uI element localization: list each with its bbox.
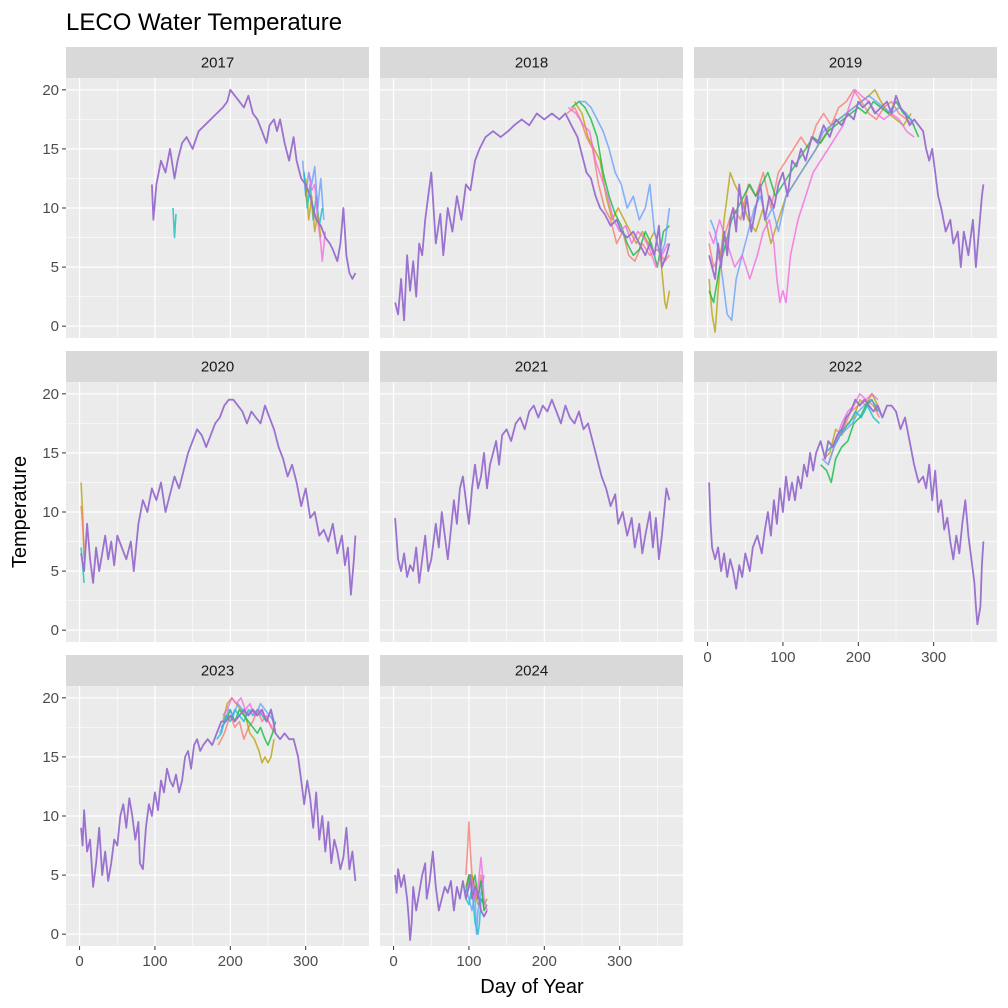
x-tick-label: 200 (846, 649, 871, 666)
y-tick-label: 10 (42, 200, 59, 217)
facet-strip (694, 47, 997, 78)
facet-strip (66, 351, 369, 382)
series-line-sensor (834, 393, 879, 442)
series-line-main (708, 398, 985, 626)
facet-strip-label: 2019 (829, 55, 862, 72)
y-tick-label: 20 (42, 386, 59, 403)
facet-panel-2018: 2018 (380, 47, 683, 338)
series-line-sensor (80, 506, 85, 548)
facet-strip-label: 2018 (515, 55, 548, 72)
y-tick-label: 20 (42, 82, 59, 99)
facet-strip (380, 47, 683, 78)
y-tick-label: 10 (42, 808, 59, 825)
x-tick-label: 100 (456, 953, 481, 970)
facet-strip (380, 655, 683, 686)
series-line-sensor (821, 398, 884, 466)
y-tick-label: 15 (42, 445, 59, 462)
facet-panel-2024: 2024 0 100 200 300 (380, 655, 683, 970)
series-line-sensor (566, 106, 671, 262)
x-tick-label: 0 (75, 953, 83, 970)
facet-panel-2021: 2021 (380, 351, 683, 642)
facet-strip-label: 2020 (201, 359, 234, 376)
x-tick-label: 300 (293, 953, 318, 970)
series-line-main (394, 398, 671, 584)
facet-panel-2020: 2020 0 5 10 15 20 (42, 351, 369, 642)
x-tick-label: 300 (607, 953, 632, 970)
facet-panel-2022: 2022 0 100 200 300 (694, 351, 997, 666)
series-line-main (80, 708, 357, 888)
x-tick-label: 100 (142, 953, 167, 970)
y-tick-label: 10 (42, 504, 59, 521)
y-tick-label: 15 (42, 749, 59, 766)
series-line-main (151, 88, 357, 280)
y-tick-label: 5 (51, 259, 59, 276)
series-line-sensor (172, 207, 177, 239)
x-tick-label: 300 (921, 649, 946, 666)
facet-strip-label: 2023 (201, 663, 234, 680)
series-line-sensor (219, 702, 275, 734)
y-tick-label: 0 (51, 622, 59, 639)
facet-strip-label: 2022 (829, 359, 862, 376)
y-tick-label: 0 (51, 318, 59, 335)
chart-title: LECO Water Temperature (66, 9, 342, 36)
series-line-sensor (465, 874, 485, 935)
series-line-sensor (567, 106, 669, 268)
facet-panel-2017: 2017 0 5 10 15 20 (42, 47, 369, 338)
x-tick-label: 0 (389, 953, 397, 970)
series-line-main (394, 850, 488, 941)
series-line-sensor (468, 856, 488, 911)
series-line-main (80, 398, 357, 596)
facet-strip-label: 2024 (515, 663, 548, 680)
facet-strip (694, 351, 997, 382)
facet-strip (66, 47, 369, 78)
series-line-sensor (307, 172, 327, 262)
facet-panel-2019: 2019 (694, 47, 997, 338)
series-line-main (394, 112, 671, 322)
y-tick-label: 15 (42, 141, 59, 158)
facet-strip-label: 2021 (515, 359, 548, 376)
x-tick-label: 200 (218, 953, 243, 970)
y-tick-label: 20 (42, 690, 59, 707)
x-tick-label: 100 (770, 649, 795, 666)
y-tick-label: 0 (51, 926, 59, 943)
y-axis-title: Temperature (9, 456, 31, 568)
series-line-sensor (709, 94, 915, 322)
y-tick-label: 5 (51, 563, 59, 580)
x-axis-title: Day of Year (480, 976, 584, 998)
x-tick-label: 200 (532, 953, 557, 970)
y-tick-label: 5 (51, 867, 59, 884)
x-tick-label: 0 (703, 649, 711, 666)
facet-strip-label: 2017 (201, 55, 234, 72)
facet-strip (66, 655, 369, 686)
facet-strip (380, 351, 683, 382)
series-line-main (708, 94, 985, 280)
